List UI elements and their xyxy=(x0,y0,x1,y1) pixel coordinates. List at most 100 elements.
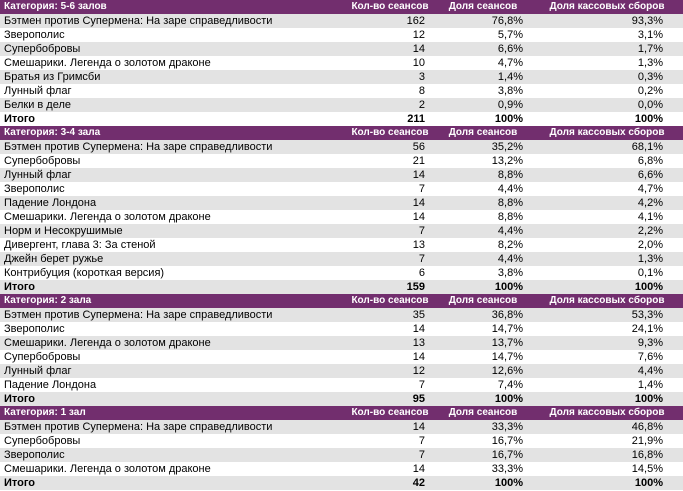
cell-value: 46,8% xyxy=(531,420,683,434)
cell-value: 2 xyxy=(345,98,435,112)
movie-title: Лунный флаг xyxy=(0,84,345,98)
movie-row: Зверополис 7 16,7% 16,8% xyxy=(0,448,683,462)
movie-title: Бэтмен против Супермена: На заре справед… xyxy=(0,14,345,28)
cell-value: 1,4% xyxy=(435,70,531,84)
movie-row: Норм и Несокрушимые 7 4,4% 2,2% xyxy=(0,224,683,238)
movie-title: Супербобровы xyxy=(0,434,345,448)
cell-value: 14 xyxy=(345,350,435,364)
cell-value: 14,7% xyxy=(435,350,531,364)
cell-value: 7 xyxy=(345,224,435,238)
movie-row: Супербобровы 14 6,6% 1,7% xyxy=(0,42,683,56)
cell-value: 4,4% xyxy=(435,252,531,266)
section-header: Категория: 2 зала Кол-во сеансов Доля сеан… xyxy=(0,294,683,308)
total-value: 100% xyxy=(435,392,531,406)
cell-value: 35 xyxy=(345,308,435,322)
movie-title: Лунный флаг xyxy=(0,364,345,378)
cell-value: 16,8% xyxy=(531,448,683,462)
movie-row: Лунный флаг 12 12,6% 4,4% xyxy=(0,364,683,378)
cell-value: 2,2% xyxy=(531,224,683,238)
cell-value: 21 xyxy=(345,154,435,168)
movie-title: Бэтмен против Супермена: На заре справед… xyxy=(0,140,345,154)
cell-value: 14 xyxy=(345,196,435,210)
movie-row: Контрибуция (короткая версия) 6 3,8% 0,1% xyxy=(0,266,683,280)
cell-value: 14 xyxy=(345,420,435,434)
total-value: 100% xyxy=(531,392,683,406)
cell-value: 53,3% xyxy=(531,308,683,322)
column-header: Доля сеансов xyxy=(435,126,531,140)
cell-value: 7 xyxy=(345,252,435,266)
cell-value: 24,1% xyxy=(531,322,683,336)
cell-value: 9,3% xyxy=(531,336,683,350)
cell-value: 4,7% xyxy=(531,182,683,196)
total-row: Итого 211 100% 100% xyxy=(0,112,683,126)
total-value: 100% xyxy=(435,476,531,490)
cell-value: 4,2% xyxy=(531,196,683,210)
total-value: 95 xyxy=(345,392,435,406)
movie-title: Джейн берет ружье xyxy=(0,252,345,266)
section-header: Категория: 5-6 залов Кол-во сеансов Доля с… xyxy=(0,0,683,14)
cell-value: 7,4% xyxy=(435,378,531,392)
cell-value: 7,6% xyxy=(531,350,683,364)
cell-value: 6,6% xyxy=(435,42,531,56)
total-label: Итого xyxy=(0,112,345,126)
movie-row: Бэтмен против Супермена: На заре справед… xyxy=(0,14,683,28)
total-value: 211 xyxy=(345,112,435,126)
movie-title: Бэтмен против Супермена: На заре справед… xyxy=(0,420,345,434)
movie-row: Джейн берет ружье 7 4,4% 1,3% xyxy=(0,252,683,266)
cell-value: 68,1% xyxy=(531,140,683,154)
cell-value: 10 xyxy=(345,56,435,70)
cell-value: 14 xyxy=(345,462,435,476)
movie-title: Зверополис xyxy=(0,322,345,336)
column-header: Доля сеансов xyxy=(435,406,531,420)
cell-value: 1,3% xyxy=(531,252,683,266)
cell-value: 3,8% xyxy=(435,266,531,280)
movie-row: Падение Лондона 14 8,8% 4,2% xyxy=(0,196,683,210)
movie-row: Лунный флаг 8 3,8% 0,2% xyxy=(0,84,683,98)
cell-value: 3,8% xyxy=(435,84,531,98)
cell-value: 0,9% xyxy=(435,98,531,112)
cell-value: 4,7% xyxy=(435,56,531,70)
cell-value: 8,8% xyxy=(435,168,531,182)
movie-title: Норм и Несокрушимые xyxy=(0,224,345,238)
cell-value: 7 xyxy=(345,182,435,196)
movie-title: Зверополис xyxy=(0,28,345,42)
cell-value: 2,0% xyxy=(531,238,683,252)
cell-value: 12 xyxy=(345,28,435,42)
movie-row: Бэтмен против Супермена: На заре справед… xyxy=(0,308,683,322)
cell-value: 13,2% xyxy=(435,154,531,168)
total-row: Итого 95 100% 100% xyxy=(0,392,683,406)
movie-row: Супербобровы 14 14,7% 7,6% xyxy=(0,350,683,364)
total-value: 42 xyxy=(345,476,435,490)
movie-row: Супербобровы 7 16,7% 21,9% xyxy=(0,434,683,448)
cell-value: 3 xyxy=(345,70,435,84)
movie-row: Братья из Гримсби 3 1,4% 0,3% xyxy=(0,70,683,84)
cell-value: 4,4% xyxy=(435,182,531,196)
total-value: 159 xyxy=(345,280,435,294)
movie-row: Смешарики. Легенда о золотом драконе 10 4,… xyxy=(0,56,683,70)
cell-value: 12,6% xyxy=(435,364,531,378)
cell-value: 35,2% xyxy=(435,140,531,154)
movie-title: Падение Лондона xyxy=(0,378,345,392)
total-value: 100% xyxy=(531,280,683,294)
movie-row: Бэтмен против Супермена: На заре справед… xyxy=(0,140,683,154)
cell-value: 76,8% xyxy=(435,14,531,28)
movie-title: Контрибуция (короткая версия) xyxy=(0,266,345,280)
movie-title: Зверополис xyxy=(0,448,345,462)
cell-value: 8,2% xyxy=(435,238,531,252)
cell-value: 16,7% xyxy=(435,448,531,462)
column-header: Доля кассовых сборов xyxy=(531,0,683,14)
total-value: 100% xyxy=(435,112,531,126)
movie-row: Смешарики. Легенда о золотом драконе 14 8,… xyxy=(0,210,683,224)
cell-value: 0,2% xyxy=(531,84,683,98)
cell-value: 8,8% xyxy=(435,210,531,224)
column-header: Кол-во сеансов xyxy=(345,406,435,420)
cell-value: 0,3% xyxy=(531,70,683,84)
cell-value: 33,3% xyxy=(435,462,531,476)
column-header: Доля кассовых сборов xyxy=(531,406,683,420)
total-label: Итого xyxy=(0,476,345,490)
cell-value: 16,7% xyxy=(435,434,531,448)
movie-title: Смешарики. Легенда о золотом драконе xyxy=(0,462,345,476)
cell-value: 13 xyxy=(345,238,435,252)
column-header: Доля сеансов xyxy=(435,0,531,14)
movie-title: Смешарики. Легенда о золотом драконе xyxy=(0,56,345,70)
